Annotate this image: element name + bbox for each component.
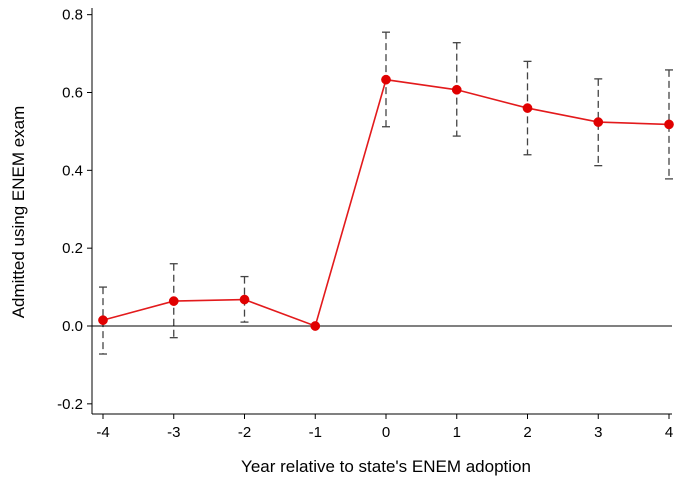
data-point xyxy=(239,294,250,305)
data-point xyxy=(522,103,533,113)
y-tick-label: 0.2 xyxy=(62,240,83,257)
data-point xyxy=(310,321,321,331)
x-tick-label: 4 xyxy=(665,424,673,441)
data-point xyxy=(98,315,108,326)
y-tick-label: 0.6 xyxy=(62,85,83,102)
series xyxy=(98,74,674,331)
data-point xyxy=(593,117,604,127)
x-tick-label: -4 xyxy=(96,424,109,441)
data-point xyxy=(451,84,462,95)
y-tick-label: 0.8 xyxy=(62,7,83,24)
y-tick-label: -0.2 xyxy=(57,396,83,413)
y-tick-label: 0.4 xyxy=(62,162,83,179)
x-tick-label: 3 xyxy=(594,424,602,441)
x-tick-label: -3 xyxy=(167,424,180,441)
x-tick-label: -2 xyxy=(238,424,251,441)
y-axis-label: Admitted using ENEM exam xyxy=(9,106,28,319)
axes: -0.2 0.0 0.2 0.4 0.6 0.8 -4 -3 -2 -1 0 1 2 3 4 xyxy=(57,7,673,441)
y-tick-label: 0.0 xyxy=(62,318,83,335)
data-point xyxy=(168,296,179,306)
data-point xyxy=(664,119,674,130)
x-tick-label: 2 xyxy=(523,424,531,441)
x-tick-label: -1 xyxy=(309,424,322,441)
data-point xyxy=(381,74,391,85)
confidence-intervals xyxy=(99,31,673,355)
x-tick-label: 1 xyxy=(453,424,461,441)
x-tick-label: 0 xyxy=(382,424,390,441)
series-line xyxy=(102,78,670,328)
x-axis-label: Year relative to state's ENEM adoption xyxy=(241,457,531,476)
